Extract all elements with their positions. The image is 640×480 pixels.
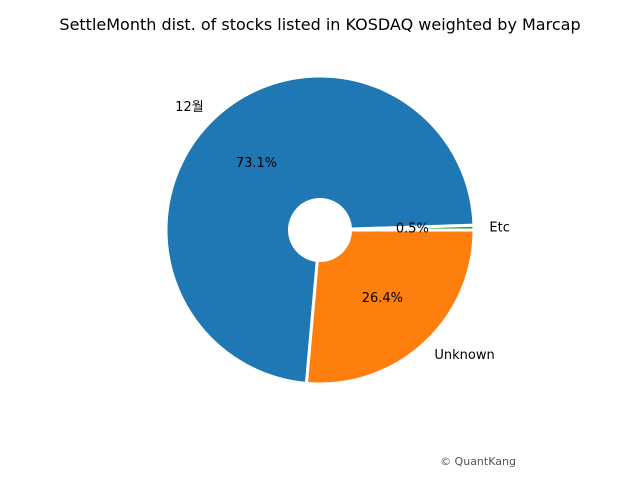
donut-hole [288,198,352,262]
slice-percent-etc: 0.5% [396,222,429,237]
pie-slice-unknown [304,228,476,386]
credit-text: © QuantKang [440,455,516,468]
slice-label-12: 12월 [175,100,204,115]
slice-label-etc: Etc [489,220,509,235]
slice-percent-12: 73.1% [236,156,277,171]
chart-title: SettleMonth dist. of stocks listed in KO… [59,15,580,34]
slice-label-unknown: Unknown [434,348,494,363]
slice-percent-unknown: 26.4% [362,291,403,306]
pie-labels: Etc 0.5% 12월 73.1% Unknown 26.4% [175,100,510,363]
